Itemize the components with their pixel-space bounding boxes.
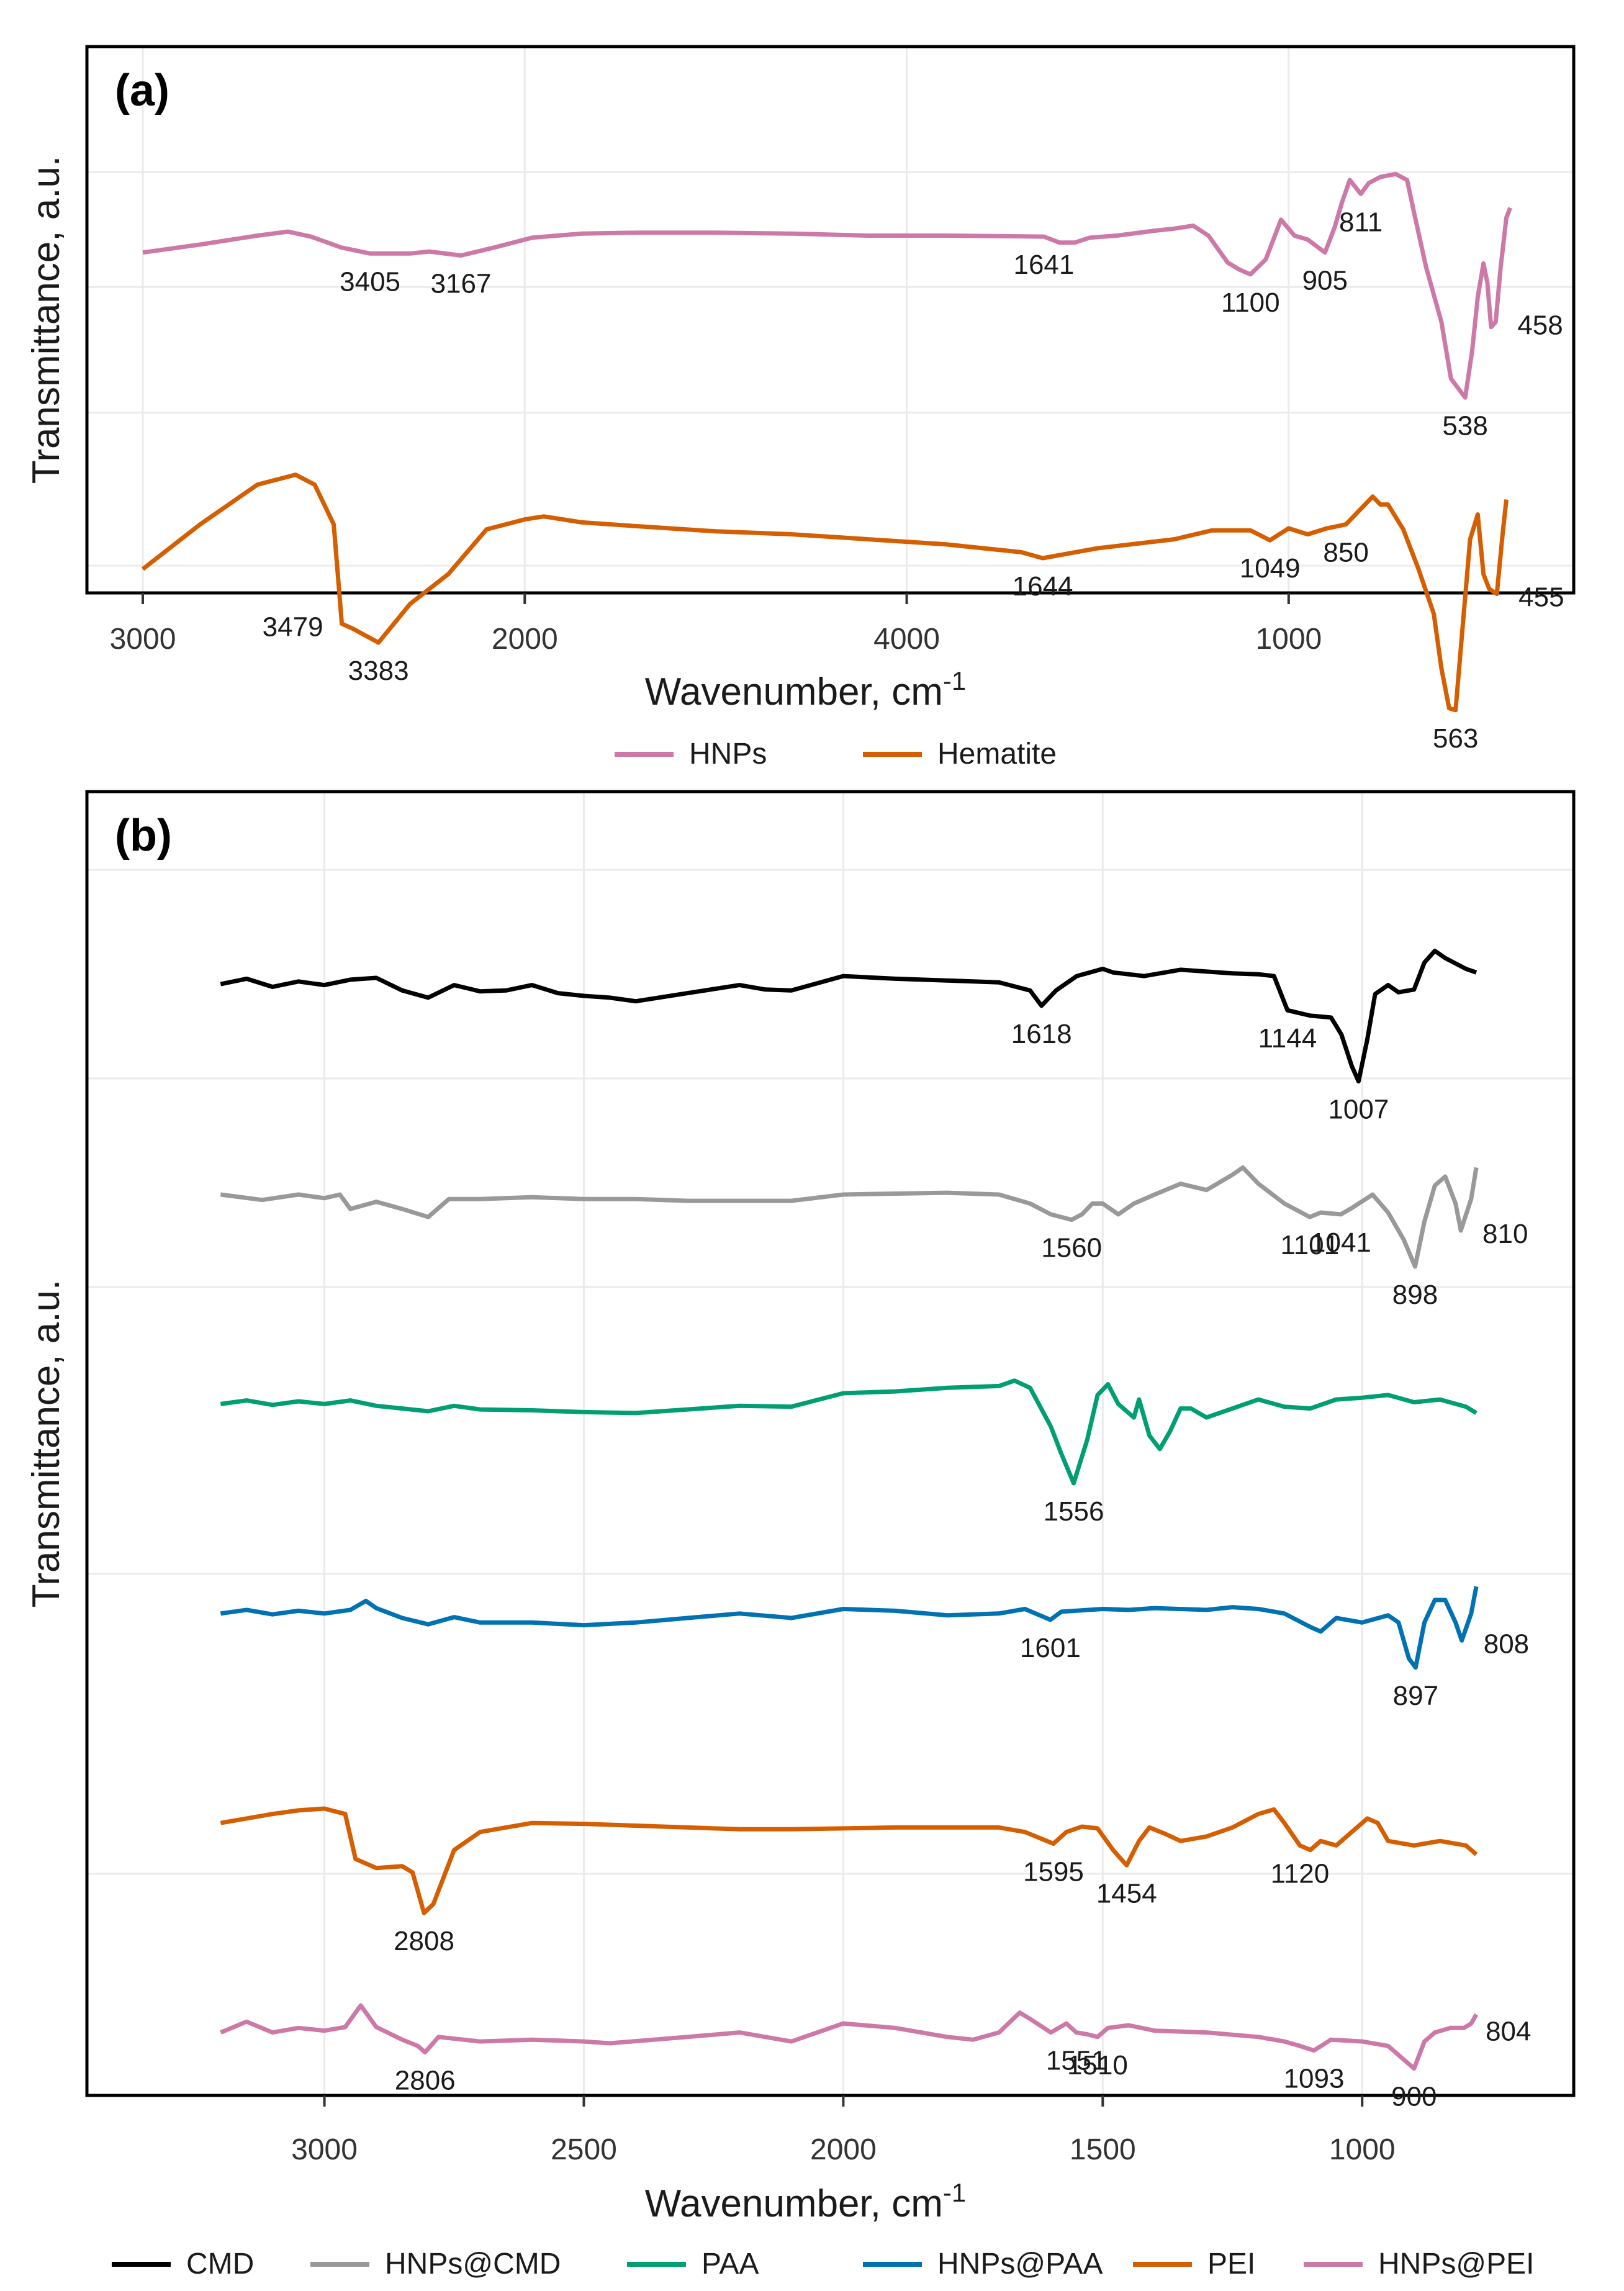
legend: HNPs Hematite <box>615 738 1057 770</box>
series-line-hnps <box>142 171 1512 400</box>
peak-label: 3479 <box>263 612 323 643</box>
legend: CMD HNPs@CMD PAA HNPs@PAA PEI HNPs@PEI <box>112 2248 1534 2280</box>
peak-label: 808 <box>1484 1629 1529 1659</box>
peak-label: 1595 <box>1023 1857 1084 1887</box>
y-axis-title: Transmittance, a.u. <box>25 1280 68 1607</box>
peak-label: 1510 <box>1067 2050 1128 2081</box>
panel-label: (a) <box>115 66 169 115</box>
x-axis-title-main: Wavenumber, cm <box>645 2182 943 2225</box>
plot-frame <box>85 45 1576 595</box>
peak-label: 897 <box>1393 1681 1438 1711</box>
x-tick-label: 3000 <box>291 2133 358 2166</box>
peak-label: 1041 <box>1310 1227 1371 1258</box>
peak-label: 1007 <box>1328 1095 1389 1125</box>
peak-label: 3383 <box>348 656 409 686</box>
x-tick-label: 1000 <box>1329 2133 1396 2166</box>
peak-label: 458 <box>1517 310 1563 341</box>
peak-label: 1101 <box>1281 1230 1340 1260</box>
x-axis-title: Wavenumber, cm-1 <box>645 666 966 713</box>
peak-label: 2808 <box>394 1926 454 1956</box>
peak-label: 1120 <box>1271 1858 1330 1889</box>
x-axis-title-main: Wavenumber, cm <box>645 671 943 713</box>
panel-a: 3405 3167 1641 1100 905 811 538 458 3479 3383 1644… <box>25 45 1576 770</box>
peak-label: 3167 <box>431 268 492 299</box>
legend-label-hnps-cmd: HNPs@CMD <box>385 2248 561 2280</box>
peak-label: 1551 <box>1046 2046 1107 2076</box>
peak-label: 1049 <box>1240 553 1301 584</box>
legend-label-hnps: HNPs <box>689 738 767 770</box>
panel-label: (b) <box>115 811 172 861</box>
peak-label: 1144 <box>1258 1023 1317 1054</box>
legend-label-hnps-pei: HNPs@PEI <box>1378 2248 1534 2280</box>
peak-label: 811 <box>1339 207 1383 237</box>
x-tick-label: 2000 <box>810 2133 877 2166</box>
peak-label: 455 <box>1518 582 1564 613</box>
series-line-hnps-paa <box>220 1586 1479 1670</box>
x-axis-title-superscript: -1 <box>943 2178 966 2207</box>
peak-label: 1618 <box>1011 1019 1072 1049</box>
plot-frame <box>85 790 1576 2097</box>
legend-label-hnps-paa: HNPs@PAA <box>937 2248 1103 2280</box>
peak-label: 1454 <box>1096 1878 1157 1909</box>
series-line-pei <box>220 1806 1478 1915</box>
peak-label: 1644 <box>1013 571 1073 602</box>
peak-label: 804 <box>1486 2016 1531 2046</box>
x-tick-label: 3000 <box>110 623 176 656</box>
series-line-cmd <box>220 949 1477 1084</box>
peak-label: 563 <box>1433 723 1478 754</box>
x-tick-label: 1000 <box>1255 623 1322 656</box>
peak-label: 905 <box>1302 266 1348 296</box>
legend-label-paa: PAA <box>701 2248 759 2280</box>
peak-label: 2806 <box>395 2065 456 2095</box>
peak-label: 1560 <box>1041 1233 1102 1263</box>
peak-label: 898 <box>1392 1280 1438 1310</box>
series-line-hematite <box>141 472 1509 713</box>
peak-label: 3405 <box>340 266 400 297</box>
peak-label: 1601 <box>1020 1633 1081 1663</box>
x-tick-label: 1500 <box>1070 2133 1136 2166</box>
x-tick-label: 2500 <box>551 2133 617 2166</box>
peak-label: 538 <box>1442 410 1487 441</box>
series-line-paa <box>220 1378 1477 1486</box>
legend-label-cmd: CMD <box>186 2248 254 2280</box>
legend-label-pei: PEI <box>1207 2248 1255 2280</box>
legend-label-hematite: Hematite <box>937 738 1057 770</box>
peak-label: 850 <box>1323 538 1368 568</box>
x-tick-label: 4000 <box>873 623 940 656</box>
peak-label: 1556 <box>1044 1496 1104 1527</box>
x-tick-label: 2000 <box>492 623 558 656</box>
peak-label: 900 <box>1391 2082 1437 2112</box>
y-axis-title: Transmittance, a.u. <box>25 156 68 484</box>
x-axis-title: Wavenumber, cm-1 <box>645 2178 966 2225</box>
x-axis-title-superscript: -1 <box>943 666 966 695</box>
peak-label: 1641 <box>1013 250 1074 280</box>
peak-label: 1093 <box>1284 2064 1345 2094</box>
peak-label: 810 <box>1482 1219 1528 1249</box>
series-line-hnps-pei <box>220 2003 1479 2071</box>
series-line-hnps-cmd <box>220 1165 1479 1269</box>
peak-label: 1100 <box>1221 287 1280 318</box>
